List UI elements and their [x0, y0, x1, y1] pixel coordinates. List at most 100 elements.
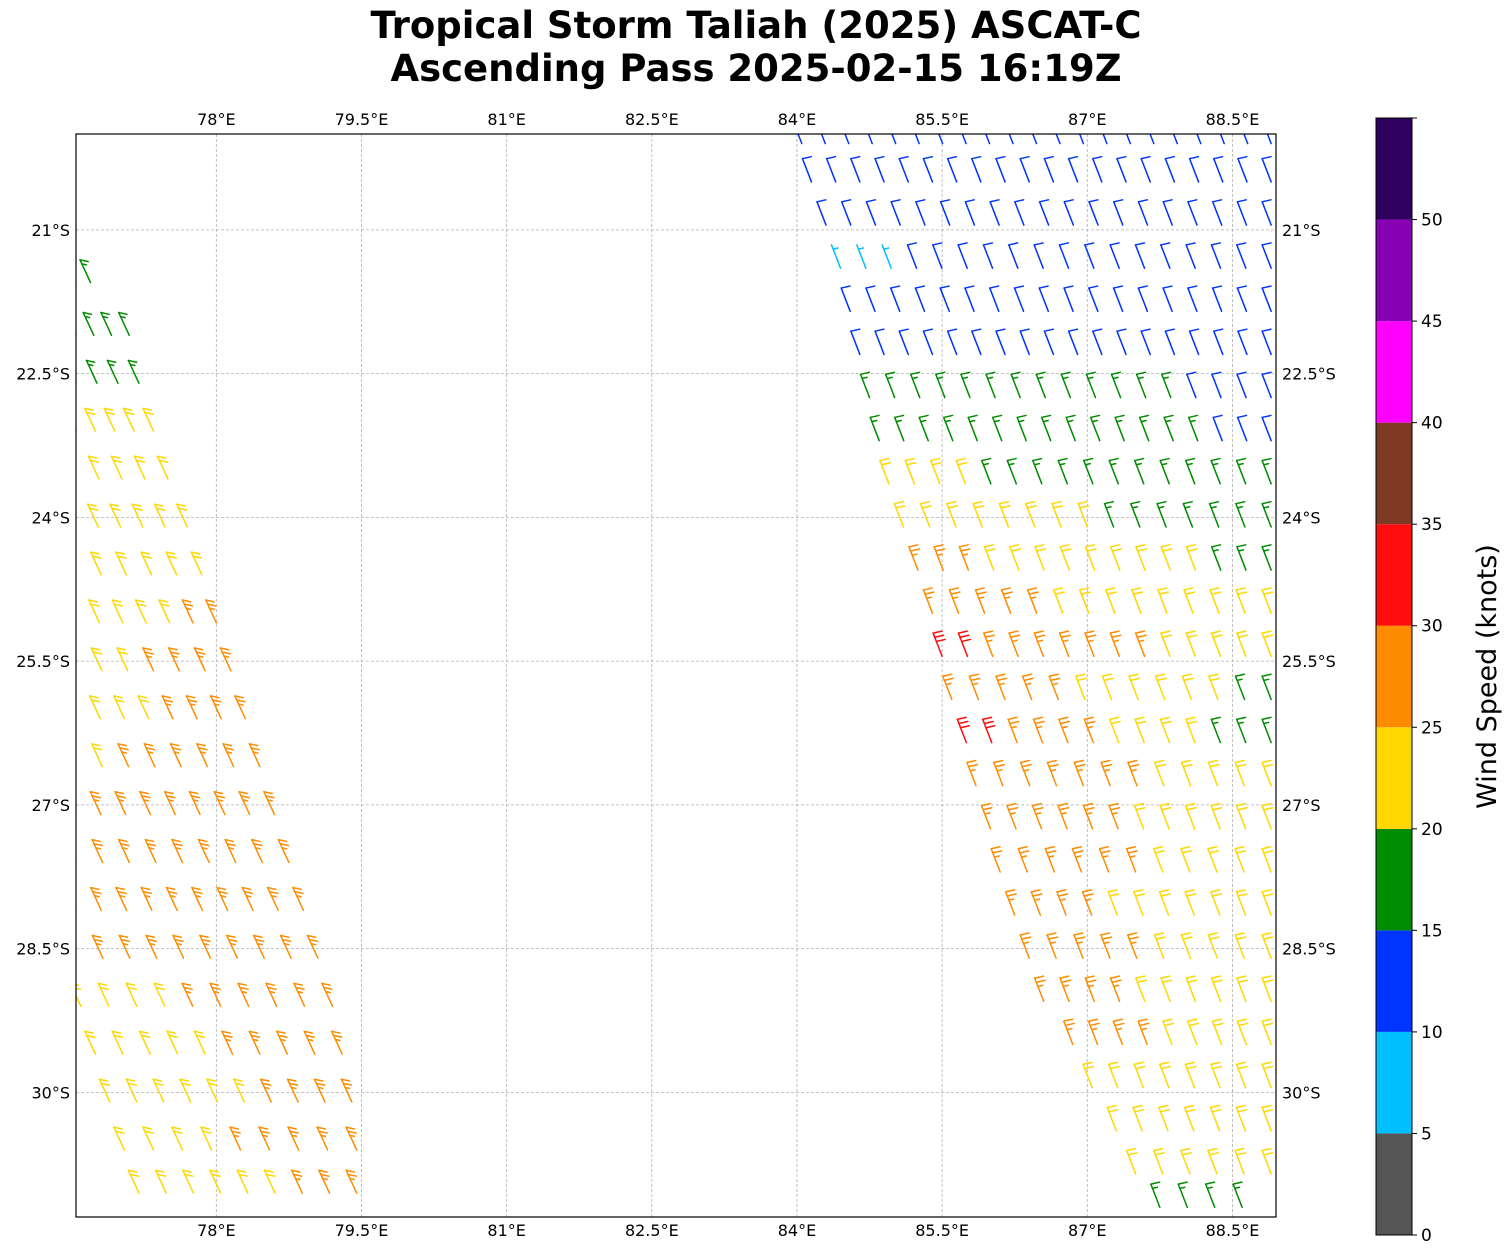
wind-barb — [989, 285, 1000, 313]
wind-barb — [893, 414, 905, 442]
wind-barb — [946, 328, 958, 356]
colorbar-tick-label: 45 — [1421, 312, 1443, 332]
wind-barb — [1057, 802, 1070, 830]
wind-barb — [1043, 155, 1055, 183]
wind-barb — [1183, 587, 1196, 614]
wind-barb — [1107, 889, 1120, 916]
wind-barb — [1114, 414, 1125, 442]
wind-barb — [1160, 630, 1173, 658]
wind-barb — [1236, 285, 1248, 313]
x-tick-label-top: 87°E — [1068, 110, 1106, 129]
wind-barb — [1236, 975, 1249, 1003]
wind-barb — [306, 934, 319, 959]
wind-barb — [1156, 500, 1167, 528]
wind-barb — [199, 934, 212, 959]
wind-barb — [238, 790, 251, 816]
wind-barb — [893, 500, 906, 528]
wind-barb — [169, 743, 182, 768]
wind-barb — [1006, 457, 1018, 485]
wind-barb — [825, 155, 837, 183]
wind-barb — [1063, 1018, 1075, 1046]
wind-barb — [248, 743, 261, 768]
wind-barb — [1210, 716, 1222, 744]
wind-barb — [1058, 242, 1070, 269]
y-tick-label-left: 30°S — [31, 1083, 70, 1102]
wind-barb — [248, 1030, 261, 1055]
wind-barb — [922, 587, 935, 614]
wind-barb — [1031, 802, 1044, 830]
wind-barb — [153, 503, 166, 528]
wind-barb — [1021, 673, 1034, 701]
wind-barb — [76, 333, 77, 337]
wind-barb — [1008, 134, 1014, 145]
wind-barb — [995, 155, 1006, 183]
wind-barb — [1187, 285, 1198, 313]
wind-barb — [91, 934, 104, 959]
wind-barb — [1261, 1147, 1274, 1175]
wind-barb — [179, 1078, 192, 1103]
wind-barb — [171, 1126, 184, 1151]
wind-barb — [76, 461, 77, 480]
wind-barb — [345, 1126, 358, 1151]
wind-barb — [229, 1126, 242, 1151]
wind-barb — [142, 647, 155, 672]
wind-barb — [904, 457, 917, 485]
wind-barb — [1103, 500, 1115, 528]
wind-barb — [930, 457, 943, 485]
x-tick-label-top: 85.5°E — [915, 110, 969, 129]
colorbar-swatch — [1376, 930, 1412, 1032]
wind-barb — [233, 1078, 246, 1103]
wind-barb — [1131, 587, 1144, 614]
colorbar-swatch — [1376, 321, 1412, 423]
y-tick-label-right: 30°S — [1282, 1083, 1321, 1102]
wind-barb — [1234, 759, 1247, 787]
wind-barb — [1102, 134, 1108, 145]
wind-barb — [1207, 845, 1220, 873]
wind-barb — [222, 743, 235, 768]
colorbar-tick-label: 5 — [1421, 1124, 1432, 1144]
wind-barb — [340, 1078, 353, 1103]
wind-barb — [1184, 457, 1196, 485]
y-tick-label-right: 22.5°S — [1282, 365, 1336, 384]
wind-barb — [209, 695, 222, 720]
wind-barb — [76, 429, 77, 432]
wind-barb — [234, 695, 247, 720]
wind-barb — [850, 155, 861, 183]
wind-barb — [290, 1169, 303, 1194]
wind-barb — [209, 1169, 222, 1194]
wind-barb — [1261, 1061, 1274, 1089]
wind-barb — [971, 155, 982, 183]
wind-barb — [265, 982, 278, 1007]
wind-barb — [1067, 328, 1079, 356]
wind-barb — [1013, 285, 1025, 313]
wind-barb — [1234, 1147, 1247, 1175]
wind-barb — [964, 285, 975, 313]
x-tick-label-top: 84°E — [778, 110, 816, 129]
colorbar-swatch — [1376, 219, 1412, 322]
colorbar: 0 5 10 15 20 25 30 35 40 45 50 Wind Speed (knots) — [1375, 117, 1503, 1246]
wind-barb — [816, 199, 827, 226]
colorbar-swatch — [1376, 524, 1412, 626]
wind-barb — [1065, 414, 1076, 442]
y-tick-label-right: 28.5°S — [1282, 940, 1336, 959]
wind-barb — [87, 503, 100, 528]
wind-barb — [209, 982, 222, 1007]
x-tick-label-top: 78°E — [197, 110, 235, 129]
wind-barb — [1030, 889, 1043, 916]
wind-barb — [131, 503, 144, 528]
wind-barb — [263, 790, 276, 816]
wind-barb — [113, 1126, 126, 1151]
wind-barb — [1009, 544, 1022, 571]
wind-barb — [958, 544, 971, 571]
wind-barb — [1043, 328, 1055, 356]
wind-barb — [1133, 802, 1146, 830]
wind-barb — [224, 838, 237, 864]
wind-barb — [1017, 845, 1030, 873]
wind-barb — [142, 1126, 155, 1151]
wind-barb — [1261, 975, 1274, 1003]
colorbar-tick-label: 20 — [1421, 820, 1443, 840]
wind-barb — [1019, 932, 1032, 959]
wind-barb — [1211, 199, 1223, 226]
wind-barb — [906, 242, 918, 269]
wind-barb — [983, 544, 996, 571]
